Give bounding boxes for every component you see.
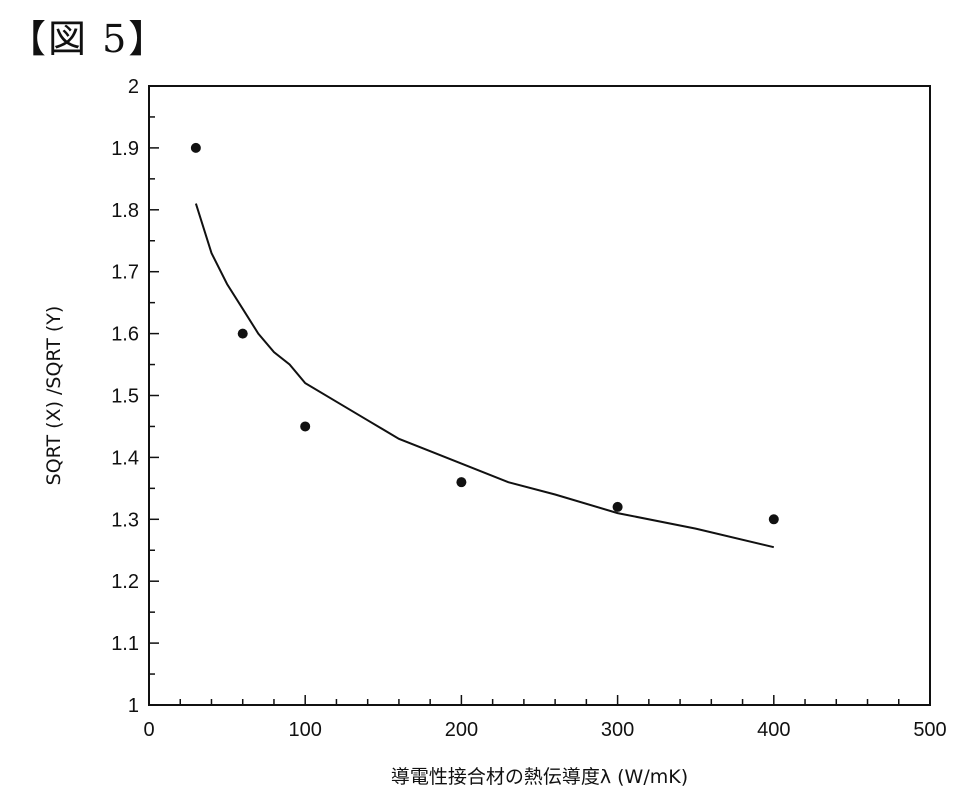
y-tick-label: 1.9 xyxy=(111,138,139,160)
data-point xyxy=(300,421,311,432)
y-tick-label: 1.2 xyxy=(111,571,139,593)
x-tick-label: 500 xyxy=(913,719,946,741)
data-point xyxy=(612,501,623,512)
fit-curve-layer xyxy=(194,203,775,549)
x-axis-title: 導電性接合材の熱伝導度λ (W/mK) xyxy=(391,766,688,788)
x-tick-label: 0 xyxy=(143,719,154,741)
data-point xyxy=(768,514,779,525)
y-tick-label: 2 xyxy=(128,76,139,98)
plot-frame xyxy=(148,85,931,706)
y-tick-label: 1.4 xyxy=(111,447,139,469)
y-tick-label: 1.5 xyxy=(111,386,139,408)
y-tick-label: 1.3 xyxy=(111,509,139,531)
y-tick-label: 1.6 xyxy=(111,324,139,346)
fit-curve xyxy=(194,203,775,549)
y-tick-label: 1 xyxy=(128,695,139,717)
data-point xyxy=(237,328,248,339)
y-axis-title: SQRT (X) /SQRT (Y) xyxy=(43,306,65,486)
data-points-layer xyxy=(190,142,779,525)
x-axis-ticks: 0 100 200 300 400 500 xyxy=(143,695,947,741)
y-tick-label: 1.7 xyxy=(111,262,139,284)
figure-label: 【図 5】 xyxy=(8,17,169,61)
y-axis-ticks: 1 1.1 1.2 1.3 1.4 1.5 1.6 1.7 1.8 1.9 2 xyxy=(111,76,159,717)
y-tick-label: 1.1 xyxy=(111,633,139,655)
x-tick-label: 200 xyxy=(445,719,478,741)
plot-border xyxy=(148,85,931,706)
x-tick-label: 300 xyxy=(601,719,634,741)
data-point xyxy=(456,477,467,488)
y-tick-label: 1.8 xyxy=(111,200,139,222)
data-point xyxy=(190,142,201,153)
x-tick-label: 100 xyxy=(289,719,322,741)
x-tick-label: 400 xyxy=(757,719,790,741)
